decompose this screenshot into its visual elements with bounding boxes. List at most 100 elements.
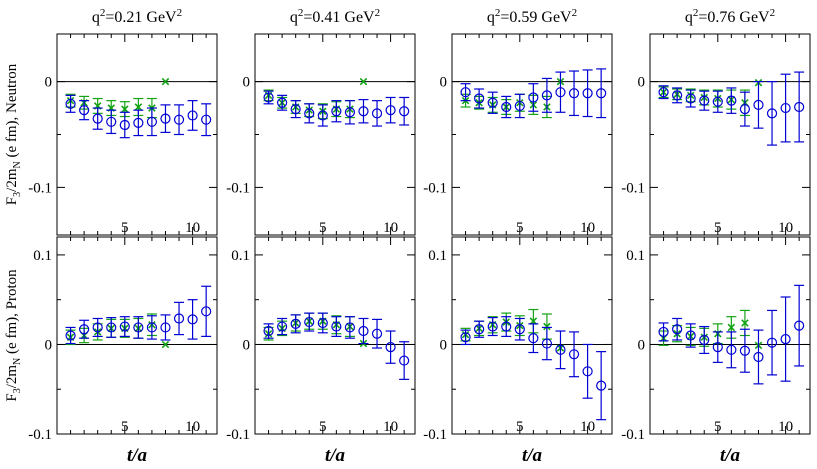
blue-circle-point — [501, 101, 512, 113]
blue-circle-point — [685, 93, 696, 104]
column-title: q2=0.21 GeV2 — [92, 7, 182, 26]
blue-circle-point — [712, 96, 723, 107]
y-tick-label: 0 — [440, 75, 448, 91]
panel-frame — [451, 33, 613, 236]
green-cross-point — [741, 319, 749, 327]
blue-circle-point — [65, 330, 76, 341]
panel-neutron-1: 5 10 0 -0.1 — [28, 33, 218, 236]
blue-circle-point — [92, 113, 103, 124]
x-tick-label: 5 — [714, 419, 722, 435]
blue-circle-point — [277, 97, 288, 108]
panel-neutron-4: 5 10 0 -0.1 — [621, 33, 811, 236]
y-tick-label: 0 — [440, 337, 448, 353]
x-tick-label: 5 — [121, 220, 129, 236]
blue-circle-point — [753, 99, 764, 110]
y-tick-label: -0.1 — [621, 180, 645, 196]
blue-circle-point — [514, 100, 525, 112]
blue-circle-point — [160, 322, 171, 333]
y-tick-label: 0.1 — [428, 248, 447, 264]
column-title: q2=0.76 GeV2 — [685, 7, 775, 26]
blue-circle-point — [658, 87, 669, 98]
column-title: q2=0.41 GeV2 — [290, 7, 380, 26]
blue-circle-point — [541, 90, 553, 101]
panel-frame — [56, 236, 218, 435]
x-tick-label: 5 — [516, 419, 524, 435]
panel-frame — [451, 236, 613, 435]
blue-circle-point — [173, 114, 185, 125]
blue-circle-point — [555, 344, 566, 355]
y-tick-label: -0.1 — [28, 180, 52, 196]
blue-circle-point — [460, 87, 471, 98]
blue-circle-point — [568, 88, 580, 99]
blue-circle-point — [146, 116, 158, 127]
blue-circle-point — [487, 97, 498, 108]
y-axis-label-neutron: F3/2mN (e fm), Neutron — [4, 63, 23, 205]
blue-circle-point — [187, 314, 198, 325]
blue-circle-point — [173, 313, 185, 324]
blue-circle-point — [160, 113, 171, 124]
blue-circle-point — [119, 119, 130, 131]
x-tick-label: 5 — [714, 220, 722, 236]
panel-proton-1: 5 10 0.1 0 -0.1 — [28, 236, 218, 443]
blue-circle-point — [794, 320, 805, 331]
panel-frame — [56, 33, 218, 236]
x-axis-labels: t/a t/a t/a t/a — [127, 445, 741, 466]
blue-circle-point — [780, 333, 791, 345]
panel-frame — [649, 236, 811, 435]
blue-circle-point — [672, 324, 683, 335]
blue-circle-point — [290, 318, 301, 329]
x-tick-label: 10 — [580, 220, 595, 236]
blue-circle-point — [399, 106, 410, 117]
blue-circle-point — [528, 92, 539, 103]
panel-neutron-2: 5 10 0 -0.1 — [226, 33, 416, 236]
x-tick-label: 10 — [778, 419, 793, 435]
blue-circle-point — [555, 87, 566, 98]
blue-circle-point — [79, 324, 90, 335]
x-tick-label: 5 — [121, 419, 129, 435]
blue-circle-point — [331, 321, 342, 332]
panel-frame — [649, 33, 811, 236]
blue-circle-point — [582, 366, 593, 377]
blue-circle-point — [474, 93, 485, 104]
blue-circle-point — [106, 322, 117, 333]
blue-circle-point — [106, 116, 117, 127]
blue-circle-point — [672, 90, 683, 101]
blue-circle-point — [596, 88, 607, 99]
blue-circle-point — [514, 324, 525, 335]
blue-circle-point — [201, 306, 212, 317]
blue-circle-point — [263, 92, 274, 103]
panel-proton-2: 5 10 0.1 0 -0.1 — [226, 236, 416, 443]
blue-circle-point — [474, 324, 485, 335]
green-cross-point — [161, 77, 170, 86]
blue-circle-point — [331, 106, 342, 117]
blue-circle-point — [187, 110, 198, 121]
y-tick-label: 0 — [243, 337, 251, 353]
blue-circle-point — [65, 98, 76, 109]
green-cross-point — [543, 322, 551, 331]
green-cross-point — [359, 77, 368, 86]
blue-circle-point — [699, 334, 710, 346]
blue-circle-point — [385, 105, 396, 116]
blue-circle-point — [753, 351, 764, 363]
x-tick-label: 10 — [580, 419, 595, 435]
x-tick-label: 10 — [383, 419, 398, 435]
blue-circle-point — [766, 108, 778, 119]
blue-circle-point — [528, 333, 539, 344]
x-tick-label: 5 — [319, 220, 327, 236]
blue-circle-point — [304, 316, 315, 328]
y-axis-label-proton: F3/2mN (e fm), Proton — [4, 269, 23, 402]
blue-circle-point — [201, 114, 212, 125]
panel-neutron-3: 5 10 0 -0.1 — [423, 33, 613, 236]
x-axis-label: t/a — [522, 445, 543, 466]
y-tick-label: -0.1 — [621, 427, 645, 443]
blue-circle-point — [385, 342, 396, 353]
blue-circle-point — [541, 338, 553, 349]
y-tick-label: 0 — [638, 337, 646, 353]
green-cross-point — [161, 340, 170, 349]
blue-circle-point — [133, 322, 144, 333]
y-tick-label: -0.1 — [226, 180, 250, 196]
x-tick-label: 5 — [516, 220, 524, 236]
blue-circle-point — [766, 337, 778, 348]
blue-circle-point — [133, 117, 144, 128]
